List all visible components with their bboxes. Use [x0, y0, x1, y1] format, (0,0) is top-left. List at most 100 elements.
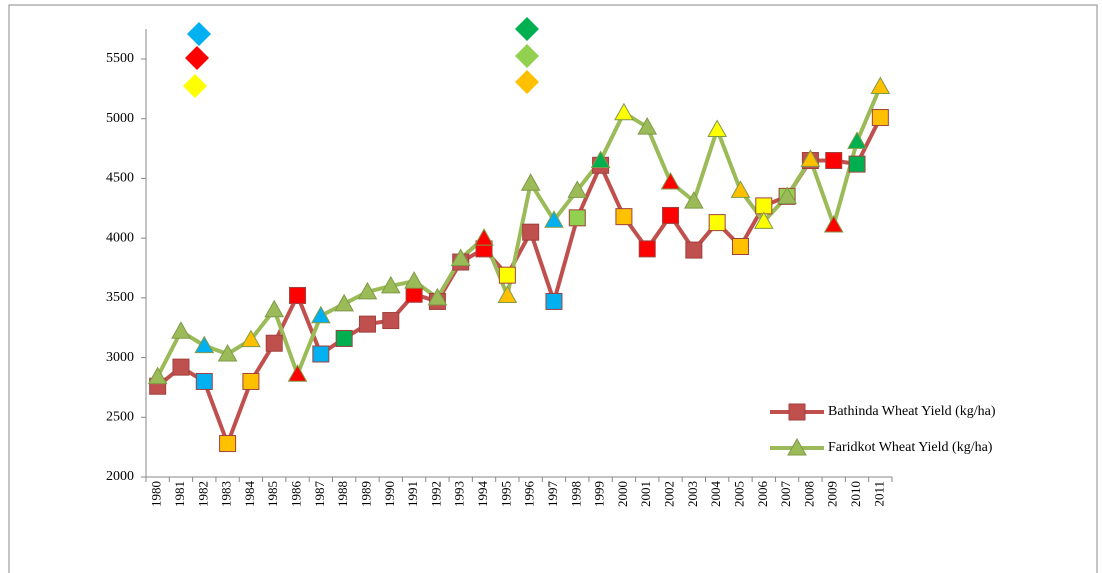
- marker: [357, 281, 378, 300]
- key-diamond: [183, 74, 207, 98]
- x-tick-label: 2010: [848, 481, 863, 507]
- x-tick-label: 1980: [149, 481, 164, 507]
- marker: [847, 131, 867, 149]
- marker: [848, 155, 866, 173]
- x-tick-label: 1991: [405, 481, 420, 507]
- legend-marker: [787, 437, 807, 456]
- key-diamond: [515, 44, 539, 68]
- marker: [195, 372, 213, 390]
- marker: [147, 366, 168, 385]
- x-tick-label: 2000: [615, 481, 630, 507]
- x-tick-label: 1983: [219, 481, 234, 507]
- x-tick-label: 2009: [825, 481, 840, 507]
- marker: [825, 152, 843, 170]
- x-tick-label: 1984: [242, 481, 257, 508]
- x-tick-label: 1996: [522, 481, 537, 508]
- key-diamond: [185, 46, 209, 70]
- marker: [217, 343, 238, 362]
- x-tick-label: 1987: [312, 481, 327, 508]
- x-tick-label: 1982: [195, 481, 210, 507]
- x-tick-label: 2007: [778, 481, 793, 508]
- x-tick-label: 1989: [358, 481, 373, 507]
- marker: [427, 287, 448, 306]
- marker: [731, 238, 749, 256]
- marker: [614, 102, 634, 121]
- x-tick-label: 1988: [335, 481, 350, 507]
- x-tick-label: 1999: [592, 481, 607, 507]
- x-tick-label: 2003: [685, 481, 700, 507]
- marker: [707, 119, 728, 137]
- marker: [312, 345, 330, 363]
- marker: [264, 299, 285, 318]
- marker: [474, 228, 494, 246]
- y-tick-label: 2500: [106, 410, 134, 425]
- marker: [615, 208, 633, 226]
- x-tick-label: 2006: [755, 481, 770, 508]
- marker: [405, 285, 423, 303]
- marker: [497, 285, 518, 303]
- marker: [823, 214, 844, 233]
- marker: [498, 266, 516, 284]
- x-tick-label: 2004: [708, 481, 723, 508]
- y-tick-label: 4000: [106, 230, 134, 245]
- marker: [265, 334, 283, 352]
- marker: [242, 372, 260, 390]
- y-tick-label: 3000: [106, 350, 134, 365]
- marker: [380, 275, 401, 294]
- marker: [708, 214, 726, 232]
- marker: [871, 109, 889, 127]
- marker: [544, 210, 564, 228]
- series-line: [155, 85, 883, 380]
- marker: [194, 335, 215, 354]
- x-tick-label: 1992: [428, 481, 443, 507]
- key-diamond: [187, 22, 211, 46]
- marker: [777, 186, 797, 204]
- color-key: [183, 17, 539, 98]
- marker: [172, 358, 190, 376]
- marker: [730, 180, 751, 198]
- marker: [520, 173, 541, 191]
- y-tick-label: 5000: [106, 111, 134, 126]
- x-tick-label: 1981: [172, 481, 187, 507]
- x-tick-label: 1993: [452, 481, 467, 507]
- marker: [522, 223, 540, 241]
- y-tick-label: 2000: [106, 469, 134, 484]
- x-tick-label: 1990: [382, 481, 397, 507]
- marker: [637, 117, 658, 135]
- marker: [310, 305, 331, 324]
- marker: [683, 191, 704, 209]
- marker: [450, 248, 471, 266]
- series: [156, 116, 883, 450]
- x-tick-label: 2001: [638, 481, 653, 507]
- marker: [545, 292, 563, 310]
- frame: [8, 4, 1098, 573]
- legend-label: Bathinda Wheat Yield (kg/ha): [828, 404, 996, 419]
- x-tick-label: 1997: [545, 481, 560, 508]
- marker: [335, 329, 353, 347]
- marker: [219, 435, 237, 453]
- marker: [685, 241, 703, 259]
- legend-marker: [788, 403, 806, 421]
- key-diamond: [515, 17, 539, 41]
- series-line: [156, 116, 883, 450]
- marker: [800, 149, 821, 167]
- marker: [568, 209, 586, 227]
- marker: [241, 329, 261, 348]
- x-tick-label: 1985: [265, 481, 280, 507]
- x-tick-label: 2011: [871, 481, 886, 507]
- x-tick-label: 2002: [662, 481, 677, 507]
- series: [155, 85, 883, 380]
- marker: [660, 171, 681, 190]
- marker: [289, 286, 307, 304]
- x-tick-label: 2008: [801, 481, 816, 507]
- y-tick-label: 3500: [106, 290, 134, 305]
- key-diamond: [515, 70, 539, 94]
- marker: [171, 321, 191, 339]
- legend-label: Faridkot Wheat Yield (kg/ha): [828, 440, 993, 455]
- y-tick-label: 5500: [106, 51, 134, 66]
- marker: [382, 312, 400, 330]
- marker: [358, 315, 376, 333]
- marker: [638, 240, 656, 258]
